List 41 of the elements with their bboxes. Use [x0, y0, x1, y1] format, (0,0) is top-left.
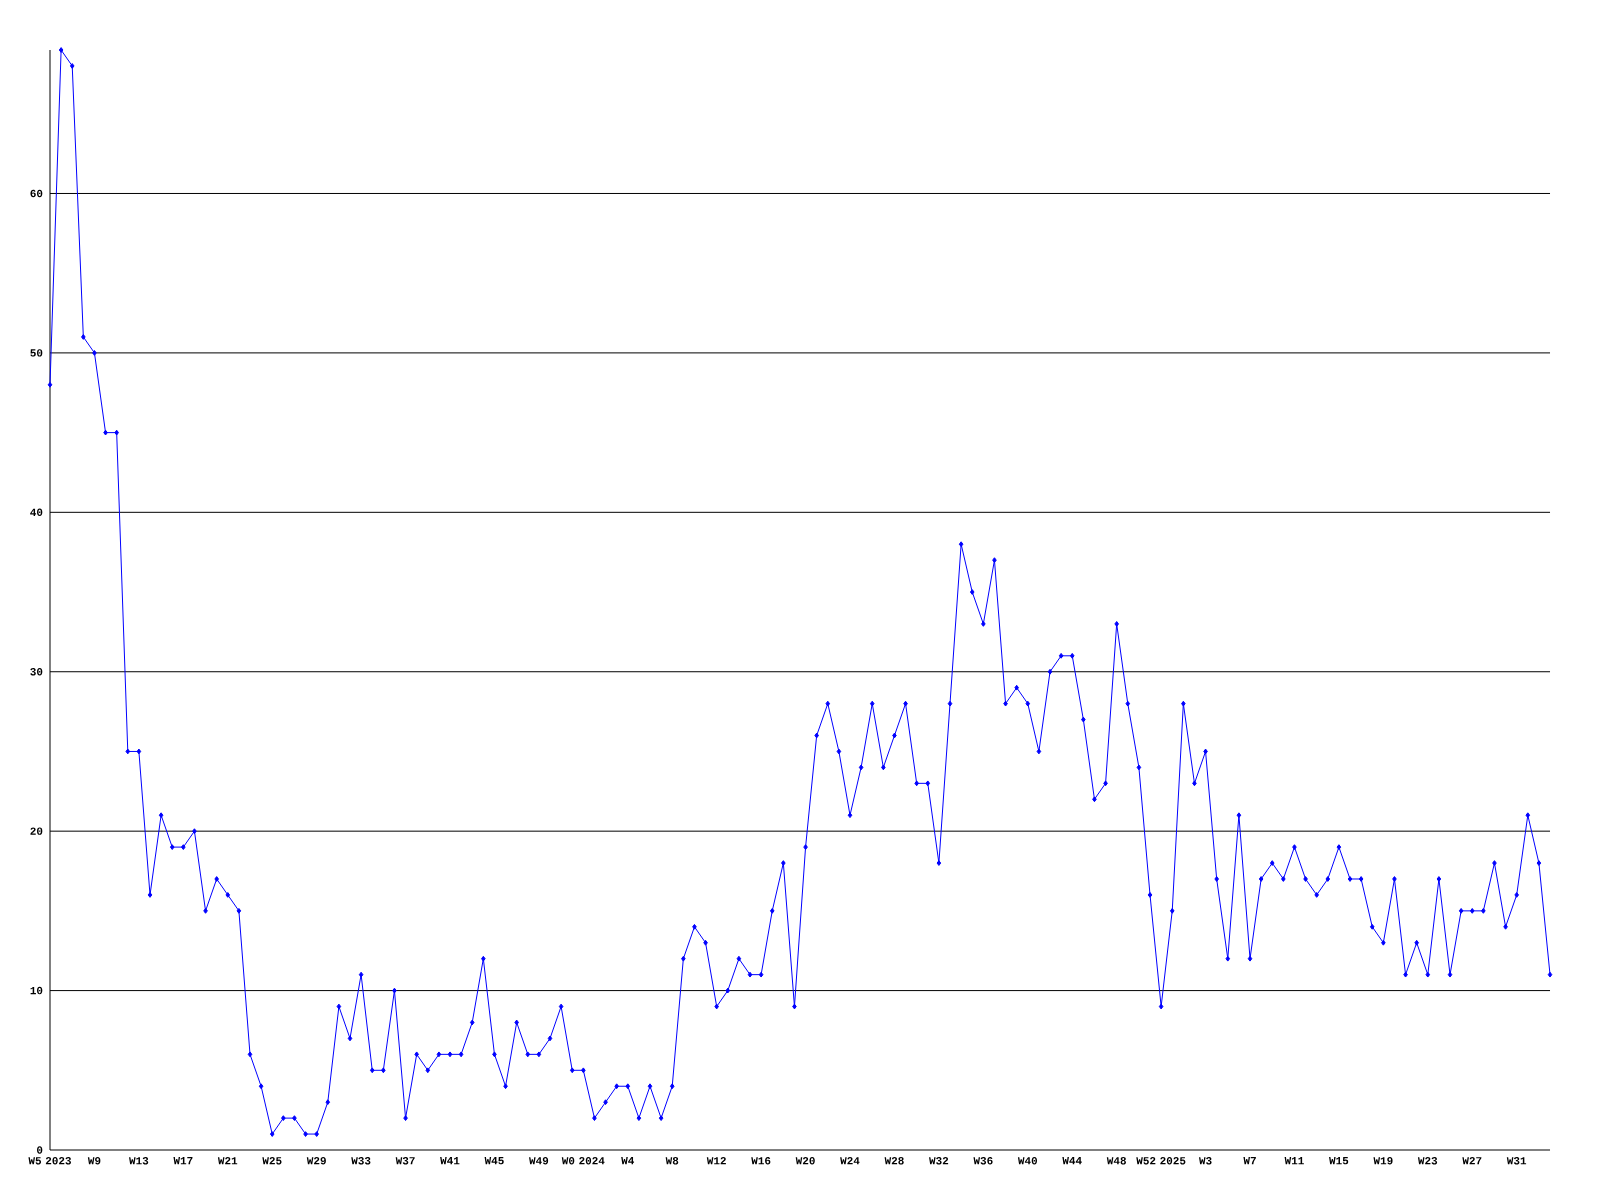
x-tick-label: W7: [1243, 1157, 1256, 1165]
x-tick-label: W19: [1373, 1157, 1393, 1165]
x-tick-label: W28: [884, 1157, 904, 1165]
x-tick-label: W0 2024: [561, 1157, 605, 1165]
y-tick-label: 0: [37, 1146, 43, 1154]
x-tick-label: W13: [129, 1157, 149, 1165]
x-tick-label: W8: [665, 1157, 679, 1165]
x-tick-label: W29: [306, 1157, 326, 1165]
x-tick-label: W49: [529, 1157, 549, 1165]
x-tick-label: W41: [440, 1157, 460, 1165]
y-tick-label: 40: [30, 508, 43, 517]
x-tick-label: W33: [351, 1157, 371, 1165]
x-tick-label: W48: [1106, 1157, 1126, 1165]
x-tick-label: W12: [706, 1157, 726, 1165]
x-tick-label: W27: [1462, 1157, 1482, 1165]
x-tick-label: W4: [621, 1157, 635, 1165]
x-tick-label: W21: [217, 1157, 238, 1165]
x-tick-label: W9: [87, 1157, 101, 1165]
x-tick-label: W17: [173, 1157, 193, 1165]
y-tick-label: 30: [30, 668, 43, 676]
x-tick-label: W32: [929, 1157, 949, 1165]
x-tick-label: W37: [395, 1157, 415, 1165]
x-tick-label: W25: [262, 1157, 282, 1165]
y-tick-label: 20: [30, 827, 43, 835]
x-tick-label: W20: [795, 1157, 815, 1165]
x-tick-label: W3: [1198, 1157, 1212, 1165]
x-tick-label: W45: [484, 1157, 504, 1165]
y-tick-label: 50: [30, 349, 43, 357]
x-tick-label: W23: [1417, 1157, 1438, 1165]
x-tick-label: W44: [1062, 1157, 1082, 1165]
x-tick-label: W11: [1284, 1157, 1304, 1165]
x-tick-label: W5 2023: [28, 1157, 71, 1165]
x-tick-label: W52 2025: [1136, 1157, 1186, 1165]
x-tick-label: W40: [1017, 1157, 1038, 1165]
y-tick-label: 60: [30, 189, 43, 198]
x-tick-label: W15: [1329, 1157, 1349, 1165]
y-tick-label: 10: [30, 986, 43, 995]
x-tick-label: W36: [973, 1157, 993, 1165]
x-tick-label: W31: [1506, 1157, 1527, 1165]
x-tick-label: W24: [840, 1157, 860, 1165]
x-tick-label: W16: [751, 1157, 771, 1165]
